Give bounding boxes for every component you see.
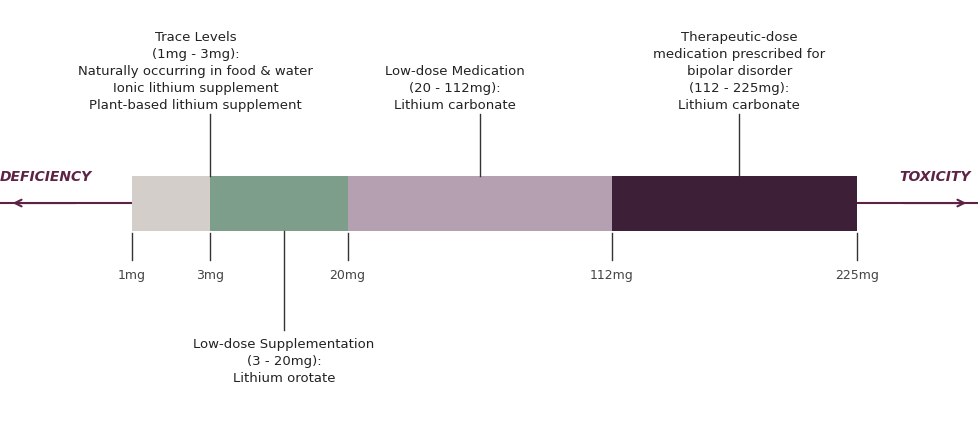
- Text: 112mg: 112mg: [590, 269, 633, 282]
- Text: Low-dose Medication
(20 - 112mg):
Lithium carbonate: Low-dose Medication (20 - 112mg): Lithiu…: [385, 65, 524, 112]
- Text: 1mg: 1mg: [118, 269, 146, 282]
- Text: 3mg: 3mg: [197, 269, 224, 282]
- Bar: [347, 176, 611, 231]
- Text: Therapeutic-dose
medication prescribed for
bipolar disorder
(112 - 225mg):
Lithi: Therapeutic-dose medication prescribed f…: [652, 31, 824, 112]
- Text: 20mg: 20mg: [330, 269, 365, 282]
- Bar: [611, 176, 856, 231]
- Text: TOXICITY: TOXICITY: [899, 170, 969, 184]
- Bar: [210, 176, 347, 231]
- Text: DEFICIENCY: DEFICIENCY: [0, 170, 92, 184]
- Text: 225mg: 225mg: [834, 269, 877, 282]
- Text: Trace Levels
(1mg - 3mg):
Naturally occurring in food & water
Ionic lithium supp: Trace Levels (1mg - 3mg): Naturally occu…: [78, 31, 313, 112]
- Text: Low-dose Supplementation
(3 - 20mg):
Lithium orotate: Low-dose Supplementation (3 - 20mg): Lit…: [193, 338, 375, 385]
- Bar: [132, 176, 210, 231]
